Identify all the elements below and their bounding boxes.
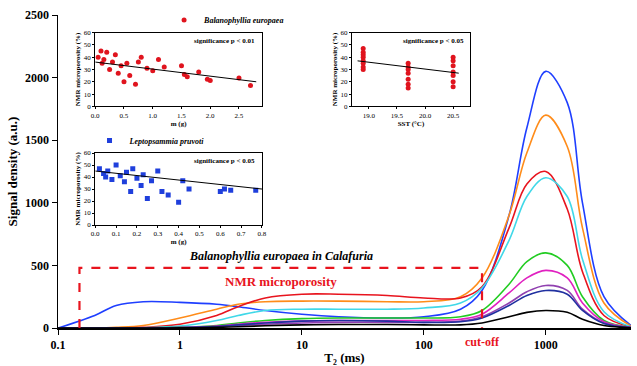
svg-text:1500: 1500	[25, 133, 49, 147]
svg-text:60: 60	[84, 29, 92, 37]
svg-text:19.0: 19.0	[363, 112, 376, 120]
svg-text:significance p < 0.01: significance p < 0.01	[194, 37, 255, 45]
svg-text:0: 0	[43, 321, 49, 335]
svg-text:2000: 2000	[25, 71, 49, 85]
svg-text:19.5: 19.5	[391, 112, 404, 120]
svg-text:0: 0	[87, 221, 91, 229]
svg-text:0.8: 0.8	[258, 230, 267, 238]
svg-text:10: 10	[84, 91, 92, 99]
svg-text:1000: 1000	[534, 338, 558, 352]
svg-text:NMR microporosity (%): NMR microporosity (%)	[74, 32, 82, 106]
svg-text:0.7: 0.7	[237, 230, 246, 238]
svg-text:Signal density (a.u.): Signal density (a.u.)	[5, 117, 20, 227]
svg-text:Balanophyllia europaea in Cala: Balanophyllia europaea in Calafuria	[189, 249, 373, 263]
svg-text:10: 10	[296, 338, 308, 352]
svg-text:100: 100	[415, 338, 433, 352]
svg-text:40: 40	[84, 54, 92, 62]
svg-text:m (g): m (g)	[171, 238, 187, 246]
svg-text:NMR microporosity: NMR microporosity	[225, 274, 337, 289]
svg-text:0.4: 0.4	[174, 230, 183, 238]
svg-text:500: 500	[31, 259, 49, 273]
svg-text:30: 30	[84, 185, 92, 193]
svg-text:30: 30	[84, 66, 92, 74]
svg-text:0.3: 0.3	[153, 230, 162, 238]
svg-text:0: 0	[344, 103, 348, 111]
svg-text:significance p < 0.05: significance p < 0.05	[403, 37, 464, 45]
svg-text:1000: 1000	[25, 196, 49, 210]
svg-text:0.1: 0.1	[51, 338, 66, 352]
svg-text:0.0: 0.0	[91, 112, 100, 120]
svg-text:NMR microporosity (%): NMR microporosity (%)	[331, 32, 339, 106]
svg-text:60: 60	[341, 29, 349, 37]
svg-text:20.0: 20.0	[419, 112, 432, 120]
svg-text:0.0: 0.0	[91, 230, 100, 238]
svg-text:1.5: 1.5	[177, 112, 186, 120]
svg-text:Leptopsammia pruvoti: Leptopsammia pruvoti	[129, 137, 205, 146]
svg-text:50: 50	[84, 41, 92, 49]
svg-text:2.0: 2.0	[206, 112, 215, 120]
svg-text:2500: 2500	[25, 8, 49, 22]
svg-text:0: 0	[87, 103, 91, 111]
svg-text:cut-off: cut-off	[465, 335, 500, 349]
svg-text:NMR microporosity (%): NMR microporosity (%)	[74, 152, 82, 226]
svg-text:1: 1	[177, 338, 183, 352]
svg-text:0.6: 0.6	[216, 230, 225, 238]
svg-text:10: 10	[341, 91, 349, 99]
svg-text:T₂ (ms): T₂ (ms)	[324, 350, 364, 365]
svg-text:2.5: 2.5	[235, 112, 244, 120]
svg-text:m (g): m (g)	[171, 120, 187, 128]
svg-text:20.5: 20.5	[447, 112, 460, 120]
svg-text:1.0: 1.0	[148, 112, 157, 120]
svg-text:20: 20	[341, 78, 349, 86]
svg-text:0.1: 0.1	[112, 230, 121, 238]
svg-text:20: 20	[84, 197, 92, 205]
svg-text:Balanophyllia europaea: Balanophyllia europaea	[203, 16, 283, 25]
svg-text:significance p < 0.05: significance p < 0.05	[194, 157, 255, 165]
svg-text:0.2: 0.2	[133, 230, 142, 238]
svg-text:30: 30	[341, 66, 349, 74]
svg-text:60: 60	[84, 149, 92, 157]
svg-text:20: 20	[84, 78, 92, 86]
svg-text:40: 40	[84, 173, 92, 181]
svg-text:0.5: 0.5	[120, 112, 129, 120]
svg-text:10: 10	[84, 209, 92, 217]
svg-text:50: 50	[84, 161, 92, 169]
svg-text:SST (°C): SST (°C)	[398, 120, 425, 128]
svg-text:50: 50	[341, 41, 349, 49]
svg-text:0.5: 0.5	[195, 230, 204, 238]
svg-text:40: 40	[341, 54, 349, 62]
